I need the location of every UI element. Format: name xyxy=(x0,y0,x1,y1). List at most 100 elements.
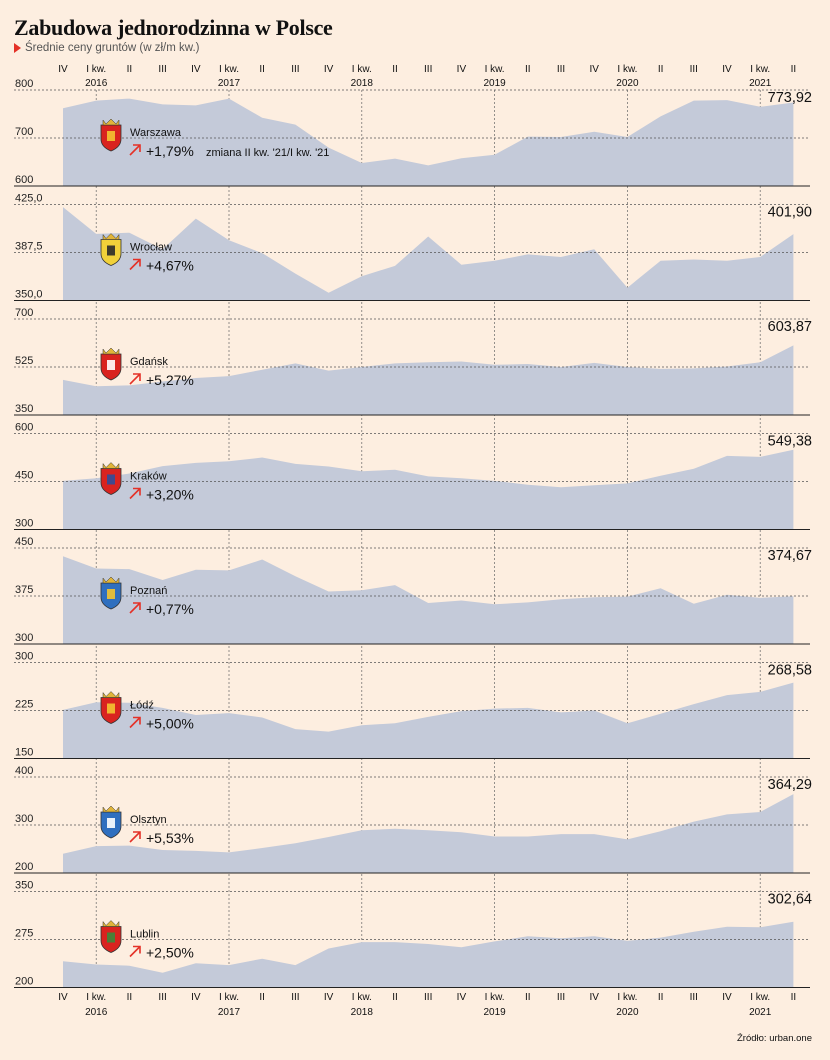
panel-gdańsk: 700 525 350 Gdańsk +5,27% 603,87 xyxy=(14,307,812,416)
year-label: 2018 xyxy=(351,78,374,89)
y-tick-label: 350,0 xyxy=(15,289,43,301)
panel-kraków: 600 450 300 Kraków +3,20% 549,38 xyxy=(14,422,812,530)
panel-łódź: 300 225 150 Łódź +5,00% 268,58 xyxy=(14,651,812,759)
y-tick-label: 200 xyxy=(15,861,33,873)
y-tick-label: 375 xyxy=(15,584,33,596)
y-tick-label: 350 xyxy=(15,403,33,415)
x-tick-label: I kw. xyxy=(219,64,239,75)
x-tick-label: III xyxy=(291,64,299,75)
x-tick-label: IV xyxy=(457,992,467,1003)
x-tick-label: II xyxy=(525,992,531,1003)
x-tick-label: I kw. xyxy=(750,992,770,1003)
area-series xyxy=(63,449,794,530)
x-axis-top: IV I kw. II III IV I kw. II III IV I kw. II III IV I … xyxy=(58,64,796,89)
y-tick-label: 300 xyxy=(15,518,33,530)
x-tick-label: IV xyxy=(58,992,68,1003)
arrow-up-right-icon xyxy=(129,602,141,614)
x-tick-label: III xyxy=(690,992,698,1003)
change-value: +3,20% xyxy=(146,487,194,503)
y-tick-label: 800 xyxy=(15,78,33,90)
x-tick-label: II xyxy=(791,64,797,75)
change-value: +2,50% xyxy=(146,945,194,961)
arrow-up-right-icon xyxy=(129,487,141,500)
x-tick-label: III xyxy=(690,64,698,75)
x-tick-label: II xyxy=(127,64,133,75)
city-label: Poznań xyxy=(130,585,167,597)
x-tick-label: IV xyxy=(58,64,68,75)
x-tick-label: IV xyxy=(589,64,599,75)
city-label: Wrocław xyxy=(130,242,172,254)
city-label: Lublin xyxy=(130,929,159,941)
panel-poznań: 450 375 300 Poznań +0,77% 374,67 xyxy=(14,536,812,645)
y-tick-label: 387,5 xyxy=(15,241,43,253)
x-tick-label: I kw. xyxy=(352,64,372,75)
y-tick-label: 600 xyxy=(15,174,33,186)
city-label: Warszawa xyxy=(130,127,182,139)
city-label: Kraków xyxy=(130,471,167,483)
last-value-label: 773,92 xyxy=(768,90,812,106)
last-value-label: 401,90 xyxy=(768,205,812,221)
year-label: 2021 xyxy=(749,1007,772,1018)
x-tick-label: III xyxy=(557,992,565,1003)
area-series xyxy=(63,98,794,186)
year-label: 2019 xyxy=(483,78,506,89)
wroclaw-crest-icon xyxy=(100,233,122,266)
x-tick-label: I kw. xyxy=(86,992,106,1003)
area-series xyxy=(63,207,794,301)
y-tick-label: 525 xyxy=(15,355,33,367)
year-label: 2021 xyxy=(749,78,772,89)
change-note: zmiana II kw. '21/I kw. '21 xyxy=(206,147,329,159)
lublin-crest-icon xyxy=(100,920,122,953)
x-tick-label: I kw. xyxy=(219,992,239,1003)
year-label: 2020 xyxy=(616,78,639,89)
year-label: 2017 xyxy=(218,78,241,89)
arrow-up-right-icon xyxy=(129,258,141,271)
y-tick-label: 225 xyxy=(15,699,33,711)
x-tick-label: IV xyxy=(589,992,599,1003)
x-tick-label: III xyxy=(557,64,565,75)
y-tick-label: 700 xyxy=(15,126,33,138)
x-tick-label: IV xyxy=(191,992,201,1003)
y-tick-label: 600 xyxy=(15,422,33,434)
change-value: +0,77% xyxy=(146,601,194,617)
x-tick-label: III xyxy=(424,992,432,1003)
x-tick-label: II xyxy=(392,64,398,75)
y-tick-label: 350 xyxy=(15,880,33,892)
city-label: Olsztyn xyxy=(130,814,167,826)
city-label: Gdańsk xyxy=(130,356,168,368)
x-tick-label: III xyxy=(291,992,299,1003)
x-tick-label: IV xyxy=(191,64,201,75)
source-note: Źródło: urban.one xyxy=(737,1033,812,1044)
krakow-crest-icon xyxy=(100,462,122,495)
triangle-marker-icon xyxy=(14,43,21,53)
year-label: 2016 xyxy=(85,78,108,89)
x-tick-label: I kw. xyxy=(617,992,637,1003)
chart-subtitle: Średnie ceny gruntów (w zł/m kw.) xyxy=(14,42,199,54)
year-label: 2020 xyxy=(616,1007,639,1018)
x-tick-label: I kw. xyxy=(485,64,505,75)
poznan-crest-icon xyxy=(100,576,122,610)
y-tick-label: 300 xyxy=(15,632,33,644)
area-series xyxy=(63,921,794,988)
last-value-label: 364,29 xyxy=(768,777,812,793)
area-series xyxy=(63,794,794,873)
x-tick-label: IV xyxy=(722,64,732,75)
panel-lublin: 350 275 200 Lublin +2,50% 302,64 xyxy=(14,880,812,988)
x-tick-label: I kw. xyxy=(352,992,372,1003)
x-tick-label: III xyxy=(158,64,166,75)
last-value-label: 268,58 xyxy=(768,663,812,679)
x-axis-bottom: IV I kw. II III IV I kw. II III IV I kw. II III IV I … xyxy=(58,992,796,1018)
olsztyn-crest-icon xyxy=(100,805,122,839)
area-series xyxy=(63,345,794,415)
year-label: 2019 xyxy=(483,1007,506,1018)
y-tick-label: 450 xyxy=(15,536,33,548)
panel-wrocław: 425,0 387,5 350,0 Wrocław +4,67% 401,90 xyxy=(14,193,812,301)
change-value: +1,79% xyxy=(146,143,194,159)
arrow-up-right-icon xyxy=(129,144,141,156)
change-value: +5,53% xyxy=(146,830,194,846)
year-label: 2017 xyxy=(218,1007,241,1018)
change-value: +5,00% xyxy=(146,716,194,732)
x-tick-label: III xyxy=(158,992,166,1003)
x-tick-label: II xyxy=(259,992,265,1003)
last-value-label: 549,38 xyxy=(768,434,812,450)
